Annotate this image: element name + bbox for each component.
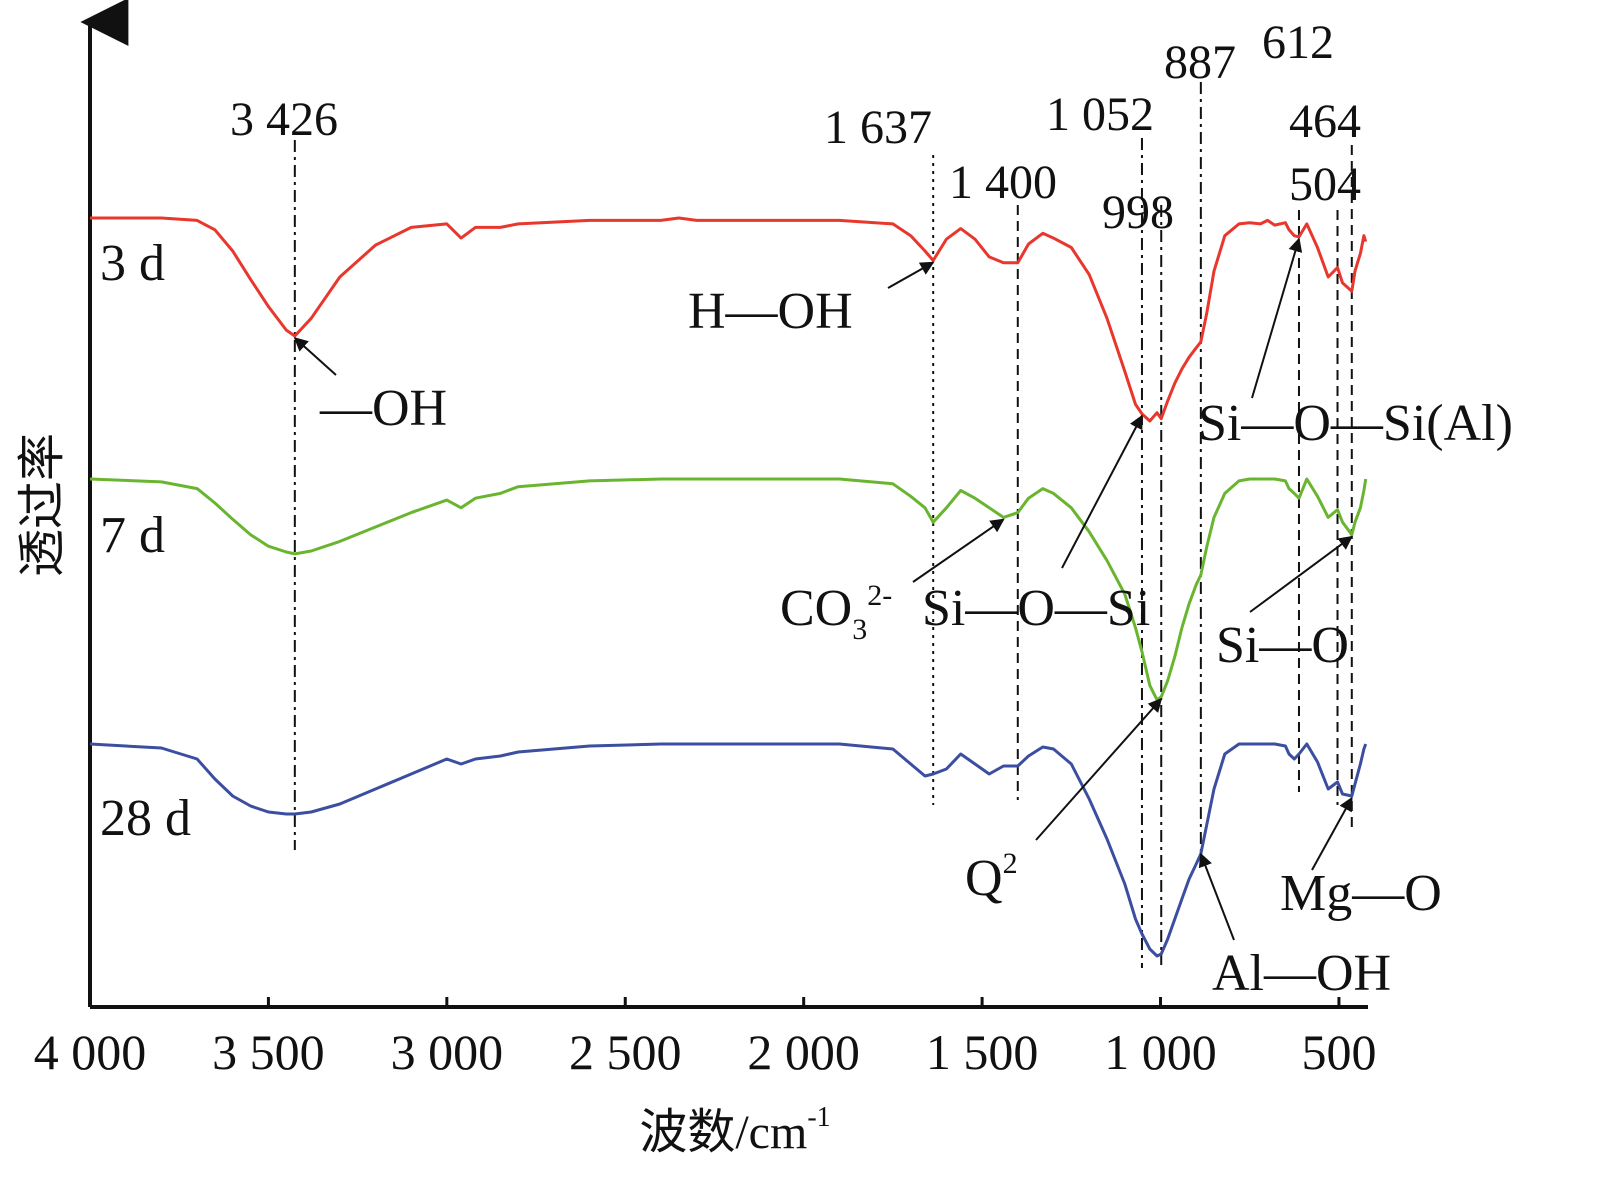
y-axis-title: 透过率 xyxy=(16,433,69,577)
annotation-label: Si—O—Si xyxy=(922,580,1150,637)
series-line-7d xyxy=(89,477,1368,702)
x-tick-label: 3 500 xyxy=(212,1024,325,1080)
annotation-arrow xyxy=(912,518,1005,583)
annotation-label: Si—O xyxy=(1216,617,1349,674)
peak-label-1637: 1 637 xyxy=(824,101,932,154)
series-line-28d xyxy=(89,742,1368,958)
peak-label-612: 612 xyxy=(1262,16,1334,69)
x-tick-label: 2 500 xyxy=(569,1024,682,1080)
x-tick-label: 3 000 xyxy=(391,1024,504,1080)
annotation-text: Si—O—Si xyxy=(922,580,1150,637)
annotation-text: Mg—O xyxy=(1280,865,1442,922)
x-axis-title: 波数/cm-1 xyxy=(639,1102,830,1159)
peak-label-998: 998 xyxy=(1102,186,1174,239)
x-tick-label: 500 xyxy=(1301,1024,1376,1080)
annotation-text: Si—O—Si(Al) xyxy=(1198,395,1513,452)
series-label-28d: 28 d xyxy=(100,790,191,847)
annotation-sub: 3 xyxy=(852,613,867,646)
annotation-text: CO xyxy=(780,580,852,637)
annotation-label: —OH xyxy=(319,380,447,437)
annotation-label: Al—OH xyxy=(1212,945,1391,1002)
x-tick-label: 1 000 xyxy=(1104,1024,1217,1080)
x-axis-title-sup: -1 xyxy=(807,1102,830,1133)
series-label-3d: 3 d xyxy=(100,235,165,292)
x-axis-title-text: 波数/cm xyxy=(639,1106,807,1159)
annotation-sup: 2- xyxy=(867,579,892,612)
annotation-arrow xyxy=(1311,796,1353,871)
annotation-arrow xyxy=(293,337,337,376)
x-tick-label: 4 000 xyxy=(34,1024,147,1080)
series-label-7d: 7 d xyxy=(100,507,165,564)
annotation-text: —OH xyxy=(319,380,447,437)
series-lines xyxy=(89,216,1368,958)
annotation-arrow xyxy=(1198,852,1235,941)
peak-label-3426: 3 426 xyxy=(230,93,338,146)
annotations: —OH H—OH Si—O—Si(Al) CO32- Si—O—Si Si—O Q2 Al—O… xyxy=(293,237,1513,1002)
annotation-arrow xyxy=(1061,414,1143,569)
peak-label-504: 504 xyxy=(1289,158,1361,211)
annotation-sup: 2 xyxy=(1003,847,1018,880)
annotation-arrow xyxy=(887,261,935,289)
annotation-text: Al—OH xyxy=(1212,945,1391,1002)
peak-label-1400: 1 400 xyxy=(949,156,1057,209)
annotation-arrow xyxy=(1251,237,1303,399)
annotation-arrow xyxy=(1249,535,1353,613)
annotation-label: CO32- xyxy=(780,579,892,646)
annotation-label: Si—O—Si(Al) xyxy=(1198,395,1513,452)
annotation-arrow xyxy=(1035,697,1163,841)
annotation-label: Q2 xyxy=(965,847,1018,907)
series-line-3d xyxy=(90,216,1368,423)
series-labels: 3 d 7 d 28 d xyxy=(100,235,191,847)
axes: 4 000 3 500 3 000 2 500 2 000 1 500 1 000 500 波数… xyxy=(16,0,1376,1159)
peak-label-464: 464 xyxy=(1289,95,1361,148)
peak-label-1052: 1 052 xyxy=(1046,88,1154,141)
x-tick-label: 2 000 xyxy=(747,1024,860,1080)
annotation-label: Mg—O xyxy=(1280,865,1442,922)
annotation-text: Si—O xyxy=(1216,617,1349,674)
peak-label-887: 887 xyxy=(1164,36,1236,89)
annotation-text: H—OH xyxy=(688,283,853,340)
x-tick-label: 1 500 xyxy=(926,1024,1039,1080)
annotation-label: H—OH xyxy=(688,283,853,340)
peak-lines: 3 426 1 637 1 400 1 052 998 887 612 504 464 xyxy=(230,16,1361,968)
annotation-text: Q xyxy=(965,850,1003,907)
